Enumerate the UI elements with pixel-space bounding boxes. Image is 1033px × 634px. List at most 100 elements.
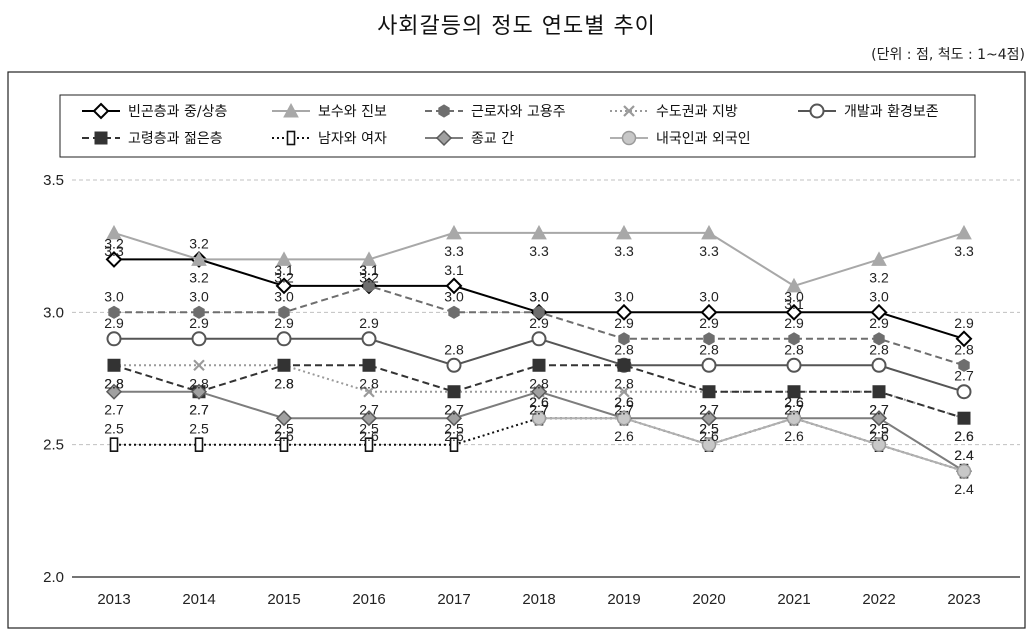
data-label: 2.9	[274, 315, 294, 331]
marker-hexagon	[618, 332, 630, 346]
data-label: 2.6	[529, 394, 549, 410]
marker-hexagon	[703, 332, 715, 346]
data-label: 2.7	[954, 368, 974, 384]
marker-diamond	[435, 129, 453, 147]
x-tick-label: 2016	[352, 591, 385, 608]
data-label: 2.4	[954, 447, 974, 463]
marker-triangle	[106, 224, 122, 240]
data-label: 2.9	[869, 315, 889, 331]
data-label: 3.1	[784, 296, 804, 312]
marker-rect	[286, 130, 296, 146]
chart-title: 사회갈등의 정도 연도별 추이	[377, 14, 656, 39]
data-label: 2.7	[784, 402, 804, 418]
data-label: 2.7	[784, 402, 804, 418]
data-label: 2.8	[274, 375, 294, 391]
marker-triangle	[446, 224, 462, 240]
data-label: 2.6	[784, 394, 804, 410]
series-line	[114, 364, 965, 420]
data-label: 2.8	[104, 375, 124, 391]
legend-label: 빈곤층과 중/상층	[128, 104, 227, 120]
data-label: 3.3	[104, 243, 124, 259]
marker-rect	[364, 437, 374, 452]
data-label: 2.5	[444, 421, 464, 437]
marker-hexagon	[788, 332, 800, 346]
marker-diamond	[105, 250, 123, 268]
data-label: 2.8	[784, 341, 804, 357]
marker-circle	[786, 410, 802, 426]
data-label: 2.4	[954, 447, 974, 463]
data-label: 3.0	[274, 288, 294, 304]
legend-item: 보수와 진보	[272, 102, 387, 120]
data-label: 2.6	[699, 428, 719, 444]
data-label: 3.3	[614, 243, 634, 259]
marker-triangle	[786, 277, 802, 293]
marker-rect	[194, 437, 204, 452]
data-label: 2.6	[359, 428, 379, 444]
marker-square	[447, 385, 461, 399]
data-label: 3.2	[359, 269, 379, 285]
legend-label: 수도권과 지방	[656, 104, 738, 120]
data-label: 2.6	[954, 428, 974, 444]
series-line	[113, 231, 965, 287]
data-label: 3.3	[699, 243, 719, 259]
marker-hexagon	[448, 305, 460, 319]
x-tick-label: 2019	[607, 591, 640, 608]
marker-circle	[621, 130, 637, 146]
marker-square	[617, 358, 631, 372]
marker-circle	[616, 410, 632, 426]
marker-diamond	[92, 102, 110, 120]
data-label: 2.7	[444, 402, 464, 418]
y-tick-label: 2.5	[43, 437, 64, 454]
data-label: 2.5	[189, 421, 209, 437]
marker-hexagon	[873, 332, 885, 346]
marker-rect	[109, 437, 119, 452]
marker-square	[362, 358, 376, 372]
data-label: 2.8	[444, 341, 464, 357]
data-label: 2.7	[869, 402, 889, 418]
marker-x	[363, 385, 375, 398]
marker-triangle	[283, 102, 299, 118]
data-label: 2.6	[954, 428, 974, 444]
marker-hexagon	[958, 358, 970, 372]
marker-triangle	[276, 251, 292, 266]
marker-triangle	[361, 251, 377, 266]
x-tick-label: 2017	[437, 591, 470, 608]
legend-label: 보수와 진보	[318, 104, 387, 120]
data-label: 3.0	[444, 288, 464, 304]
marker-diamond	[700, 303, 718, 321]
data-label: 3.0	[529, 288, 549, 304]
marker-rect	[279, 437, 289, 452]
legend-box	[59, 94, 976, 158]
x-tick-label: 2021	[777, 591, 810, 608]
marker-triangle	[956, 224, 972, 240]
series-5	[107, 358, 971, 425]
marker-circle	[871, 437, 887, 452]
data-label: 2.8	[274, 375, 294, 391]
data-label: 2.8	[104, 375, 124, 391]
marker-diamond	[190, 383, 208, 400]
marker-hexagon	[193, 305, 205, 319]
unit-note: (단위 : 점, 척도 : 1~4점)	[871, 47, 1025, 63]
data-label: 2.7	[189, 402, 209, 418]
legend-item: 종교 간	[425, 129, 514, 147]
marker-hexagon	[363, 279, 375, 293]
legend-item: 수도권과 지방	[610, 104, 738, 120]
marker-diamond	[615, 303, 633, 321]
marker-triangle	[531, 224, 547, 240]
data-label: 2.7	[529, 402, 549, 418]
y-tick-label: 3.0	[43, 304, 64, 321]
marker-circle	[531, 410, 547, 426]
marker-square	[107, 358, 121, 372]
legend-label: 종교 간	[471, 131, 514, 147]
marker-square	[872, 385, 886, 399]
data-label: 2.9	[614, 315, 634, 331]
data-label: 2.5	[699, 421, 719, 437]
marker-circle	[809, 103, 825, 119]
marker-hexagon	[438, 104, 450, 118]
legend-item: 개발과 환경보존	[798, 103, 939, 120]
marker-diamond	[785, 303, 803, 321]
marker-diamond	[530, 383, 548, 400]
marker-diamond	[700, 410, 718, 427]
legend-item: 남자와 여자	[272, 130, 387, 147]
